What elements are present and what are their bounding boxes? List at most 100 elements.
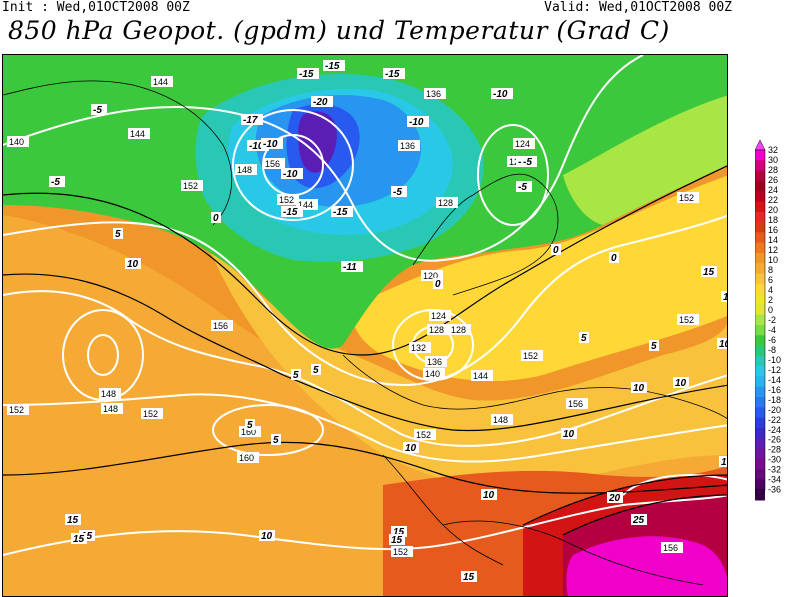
temperature-label-bg	[579, 332, 589, 343]
temperature-label-bg	[211, 212, 221, 223]
geopotential-label: 152	[679, 193, 694, 203]
coastline-europe	[342, 354, 727, 420]
isoline	[3, 55, 644, 262]
temperature-label: 5	[293, 370, 299, 381]
geopotential-label: 152	[279, 195, 294, 205]
temperature-label: -5	[93, 105, 102, 116]
geopotential-label: 144	[153, 77, 168, 87]
geopotential-label-bg	[296, 199, 318, 210]
temperature-label: -5	[518, 182, 527, 193]
temperature-label: 15	[67, 515, 79, 526]
temperature-label: 10	[721, 457, 728, 468]
legend-value: 24	[768, 185, 778, 195]
temperature-label-bg	[631, 514, 647, 525]
legend-value: 6	[768, 275, 773, 285]
temperature-label-bg	[561, 428, 577, 439]
legend-swatch	[755, 469, 765, 480]
temperature-label-bg	[91, 104, 107, 115]
temperature-label: -10	[263, 139, 278, 150]
legend-value: 30	[768, 155, 778, 165]
legend-value: -26	[768, 435, 781, 445]
geopotential-label: 160	[239, 453, 254, 463]
legend-value: -16	[768, 385, 781, 395]
legend-swatch	[755, 417, 765, 429]
legend-value: 26	[768, 175, 778, 185]
temperature-label-bg	[407, 116, 429, 127]
temp-isoline	[522, 474, 727, 526]
temperature-label: 15	[391, 535, 403, 546]
geopotential-label: 152	[679, 315, 694, 325]
legend-swatch	[755, 335, 765, 347]
geopotential-label-bg	[677, 314, 699, 325]
legend-value: -32	[768, 465, 781, 475]
legend-swatch	[755, 222, 765, 233]
legend-value: -8	[768, 345, 776, 355]
geopotential-label-bg	[398, 140, 420, 151]
legend-swatch	[755, 170, 765, 182]
geopotential-label: 148	[237, 165, 252, 175]
geopotential-label: 136	[426, 89, 441, 99]
temperature-label-bg	[241, 114, 263, 125]
geopotential-label-bg	[239, 426, 261, 437]
temperature-label: -15	[283, 207, 298, 218]
legend-swatch	[755, 232, 765, 244]
legend-value: 10	[768, 255, 778, 265]
geopotential-label: 136	[427, 357, 442, 367]
geopotential-label-bg	[429, 310, 451, 321]
legend-value: -4	[768, 325, 776, 335]
legend-swatch	[755, 376, 765, 388]
legend-value: -12	[768, 365, 781, 375]
geopotential-label-bg	[449, 324, 471, 335]
temperature-label-bg	[516, 181, 532, 192]
geopotential-label-bg	[491, 414, 513, 425]
temperature-label-bg	[125, 258, 141, 269]
legend-value: 22	[768, 195, 778, 205]
legend-value: -20	[768, 405, 781, 415]
geopotential-label-bg	[566, 398, 588, 409]
temperature-label: -10	[409, 117, 424, 128]
temperature-label-bg	[461, 571, 477, 582]
temperature-label-bg	[341, 261, 363, 272]
geopotential-label: 152	[143, 409, 158, 419]
geopotential-label: 124	[515, 139, 530, 149]
temperature-label-bg	[383, 68, 405, 79]
legend-value: 8	[768, 265, 773, 275]
isoline-low-atlantic-inner	[87, 334, 119, 376]
temperature-label-bg	[521, 156, 537, 167]
legend-value: -28	[768, 445, 781, 455]
temperature-label-bg	[113, 228, 123, 239]
temperature-label: 5	[581, 333, 587, 344]
geopotential-label: 160	[241, 427, 256, 437]
geopotential-label: 128	[429, 325, 444, 335]
legend-value: 18	[768, 215, 778, 225]
legend-swatch	[755, 252, 765, 264]
geopotential-label: 156	[213, 321, 228, 331]
temperature-label: -15	[325, 61, 340, 72]
temperature-label-bg	[433, 278, 443, 289]
legend-swatch	[755, 211, 765, 223]
geopotential-label-bg	[7, 136, 29, 147]
geopotential-label: 128	[438, 198, 453, 208]
geopotential-label-bg	[141, 408, 163, 419]
temperature-label-bg	[311, 96, 333, 107]
temperature-label-bg	[311, 364, 321, 375]
geopotential-label: 120	[423, 271, 438, 281]
temperature-label-bg	[291, 369, 301, 380]
geopotential-label: 140	[425, 369, 440, 379]
geopotential-label-bg	[423, 368, 445, 379]
temperature-label: -5	[393, 187, 402, 198]
temperature-label: -10	[493, 89, 508, 100]
temperature-label: 10	[719, 339, 728, 350]
legend-swatch	[755, 366, 765, 377]
chart-title: 850 hPa Geopot. (gpdm) und Temperatur (G…	[8, 16, 670, 45]
temperature-label: 5	[651, 341, 657, 352]
temperature-label-bg	[245, 419, 255, 430]
temperature-label: 10	[261, 531, 273, 542]
geopotential-label: 128	[451, 325, 466, 335]
geopotential-label: 132	[411, 343, 426, 353]
isoline	[3, 393, 727, 463]
temperature-label: 10	[723, 292, 728, 303]
temperature-label: -15	[385, 69, 400, 80]
legend-value: -36	[768, 485, 781, 495]
temperature-label-bg	[65, 514, 81, 525]
